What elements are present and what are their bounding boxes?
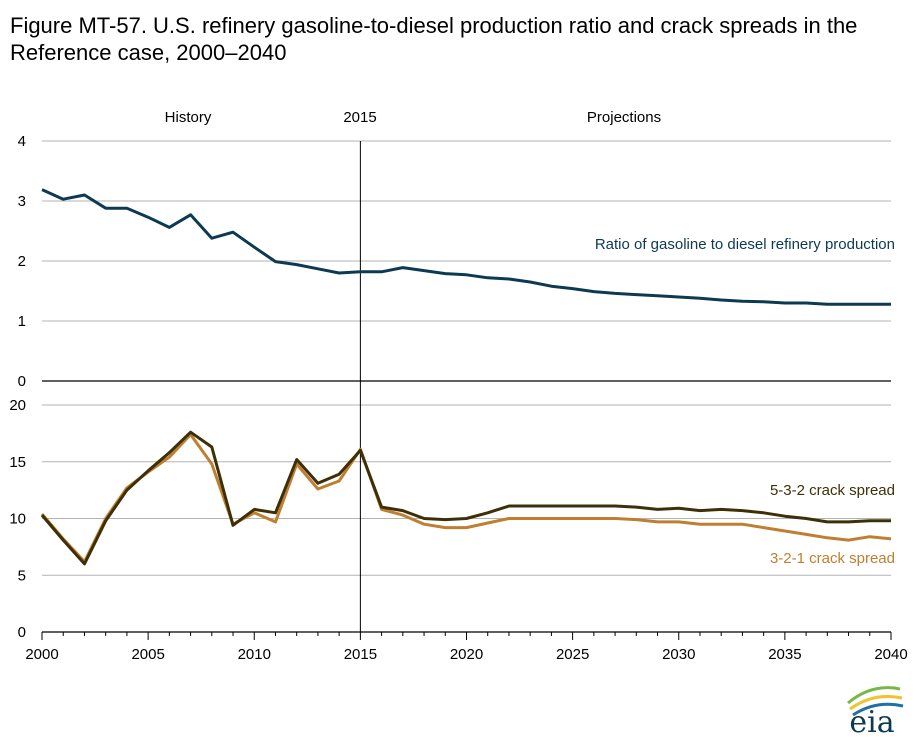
crack-532-series-label: 5-3-2 crack spread (770, 482, 895, 499)
top-y-tick-label: 2 (18, 253, 26, 270)
bottom-panel-y-ticks: 0 5 10 15 20 (9, 397, 26, 641)
series-lines (40, 188, 892, 566)
x-tick-label: 2030 (662, 646, 695, 663)
bottom-y-tick-label: 10 (9, 511, 26, 528)
history-label: History (165, 109, 212, 126)
eia-logo: eia (847, 686, 904, 737)
top-y-tick-label: 0 (18, 373, 26, 390)
top-panel-gridlines (42, 140, 891, 322)
x-tick-label: 2000 (25, 646, 58, 663)
logo-arc-blue (852, 702, 904, 717)
projections-label: Projections (587, 109, 661, 126)
x-tick-label: 2025 (556, 646, 589, 663)
divider-year-label: 2015 (343, 109, 376, 126)
bottom-panel-gridlines (42, 404, 891, 576)
bottom-y-tick-label: 5 (18, 567, 26, 584)
bottom-y-tick-label: 0 (18, 624, 26, 641)
ratio-series-label: Ratio of gasoline to diesel refinery pro… (595, 236, 895, 253)
axes (42, 141, 891, 633)
top-y-tick-label: 1 (18, 313, 26, 330)
ratio-line (41, 188, 891, 306)
chart-title: Figure MT-57. U.S. refinery gasoline-to-… (10, 13, 858, 65)
x-tick-label: 2010 (238, 646, 271, 663)
top-y-tick-label: 4 (18, 133, 26, 150)
crack-321-series-label: 3-2-1 crack spread (770, 550, 895, 567)
crack-532-line (40, 430, 891, 566)
logo-arc-yellow (849, 694, 903, 711)
top-panel-y-ticks: 0 1 2 3 4 (18, 133, 26, 390)
bottom-y-tick-label: 15 (9, 454, 26, 471)
x-tick-label: 2005 (131, 646, 164, 663)
logo-text: eia (849, 705, 894, 737)
top-y-tick-label: 3 (18, 193, 26, 210)
logo-arc-green (847, 686, 901, 705)
bottom-y-tick-label: 20 (9, 397, 26, 414)
x-axis-ticks: 2000 2005 2010 2015 2020 2025 2030 2035 2040 (25, 632, 908, 663)
x-tick-label: 2040 (874, 646, 907, 663)
x-tick-label: 2020 (450, 646, 483, 663)
crack-321-line (40, 433, 892, 564)
x-tick-label: 2035 (768, 646, 801, 663)
x-tick-label: 2015 (344, 646, 377, 663)
